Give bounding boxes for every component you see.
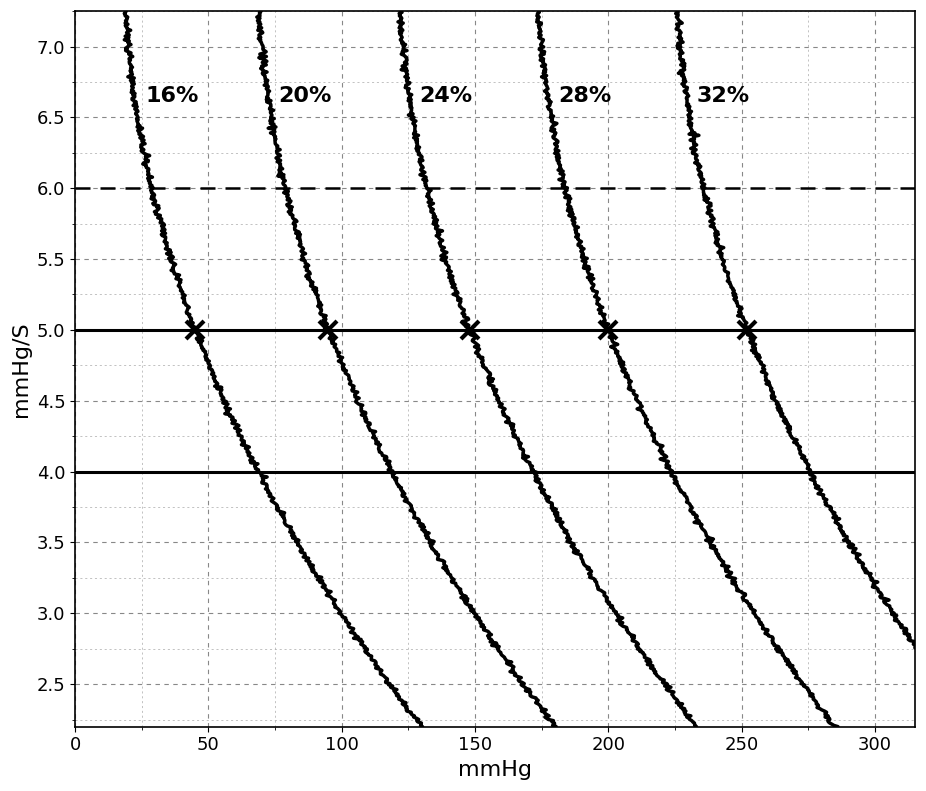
X-axis label: mmHg: mmHg: [458, 760, 532, 780]
Text: 20%: 20%: [279, 86, 332, 106]
Text: 28%: 28%: [558, 86, 611, 106]
Text: 32%: 32%: [697, 86, 750, 106]
Y-axis label: mmHg/S: mmHg/S: [11, 321, 31, 417]
Text: 16%: 16%: [145, 86, 198, 106]
Text: 24%: 24%: [419, 86, 473, 106]
